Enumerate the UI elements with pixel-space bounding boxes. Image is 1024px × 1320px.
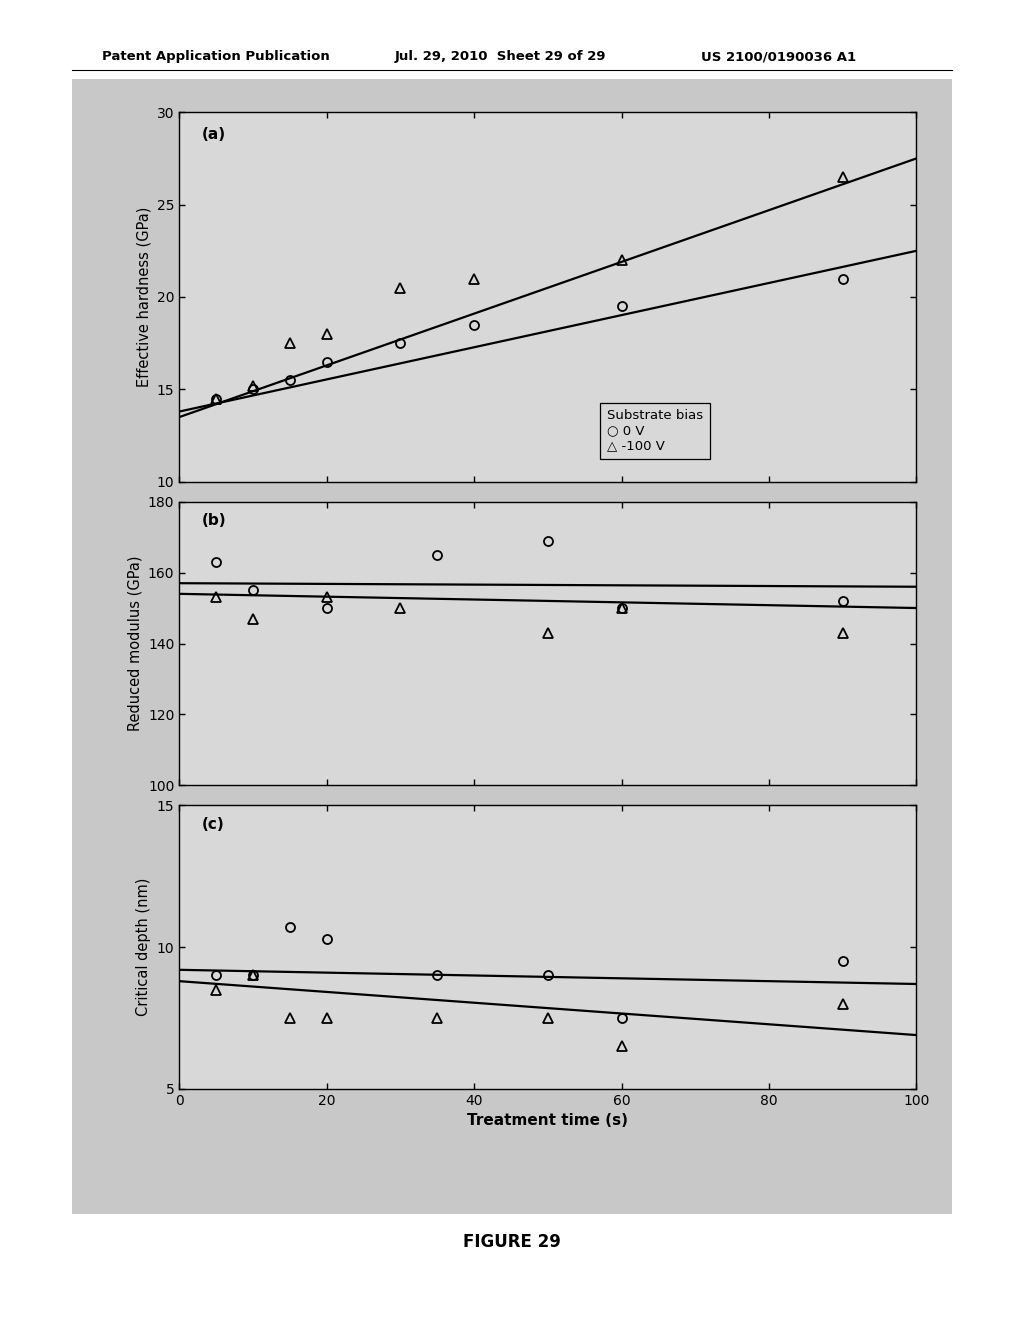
Y-axis label: Effective hardness (GPa): Effective hardness (GPa): [136, 207, 152, 387]
X-axis label: Treatment time (s): Treatment time (s): [467, 1113, 629, 1129]
Text: FIGURE 29: FIGURE 29: [463, 1233, 561, 1251]
Text: US 2100/0190036 A1: US 2100/0190036 A1: [701, 50, 856, 63]
Text: Jul. 29, 2010  Sheet 29 of 29: Jul. 29, 2010 Sheet 29 of 29: [394, 50, 606, 63]
Y-axis label: Critical depth (nm): Critical depth (nm): [136, 878, 152, 1016]
Text: (a): (a): [202, 127, 225, 143]
Text: (c): (c): [202, 817, 224, 832]
Y-axis label: Reduced modulus (GPa): Reduced modulus (GPa): [127, 556, 142, 731]
Text: Substrate bias
○ 0 V
△ -100 V: Substrate bias ○ 0 V △ -100 V: [607, 409, 702, 453]
Text: Patent Application Publication: Patent Application Publication: [102, 50, 330, 63]
Text: (b): (b): [202, 513, 226, 528]
